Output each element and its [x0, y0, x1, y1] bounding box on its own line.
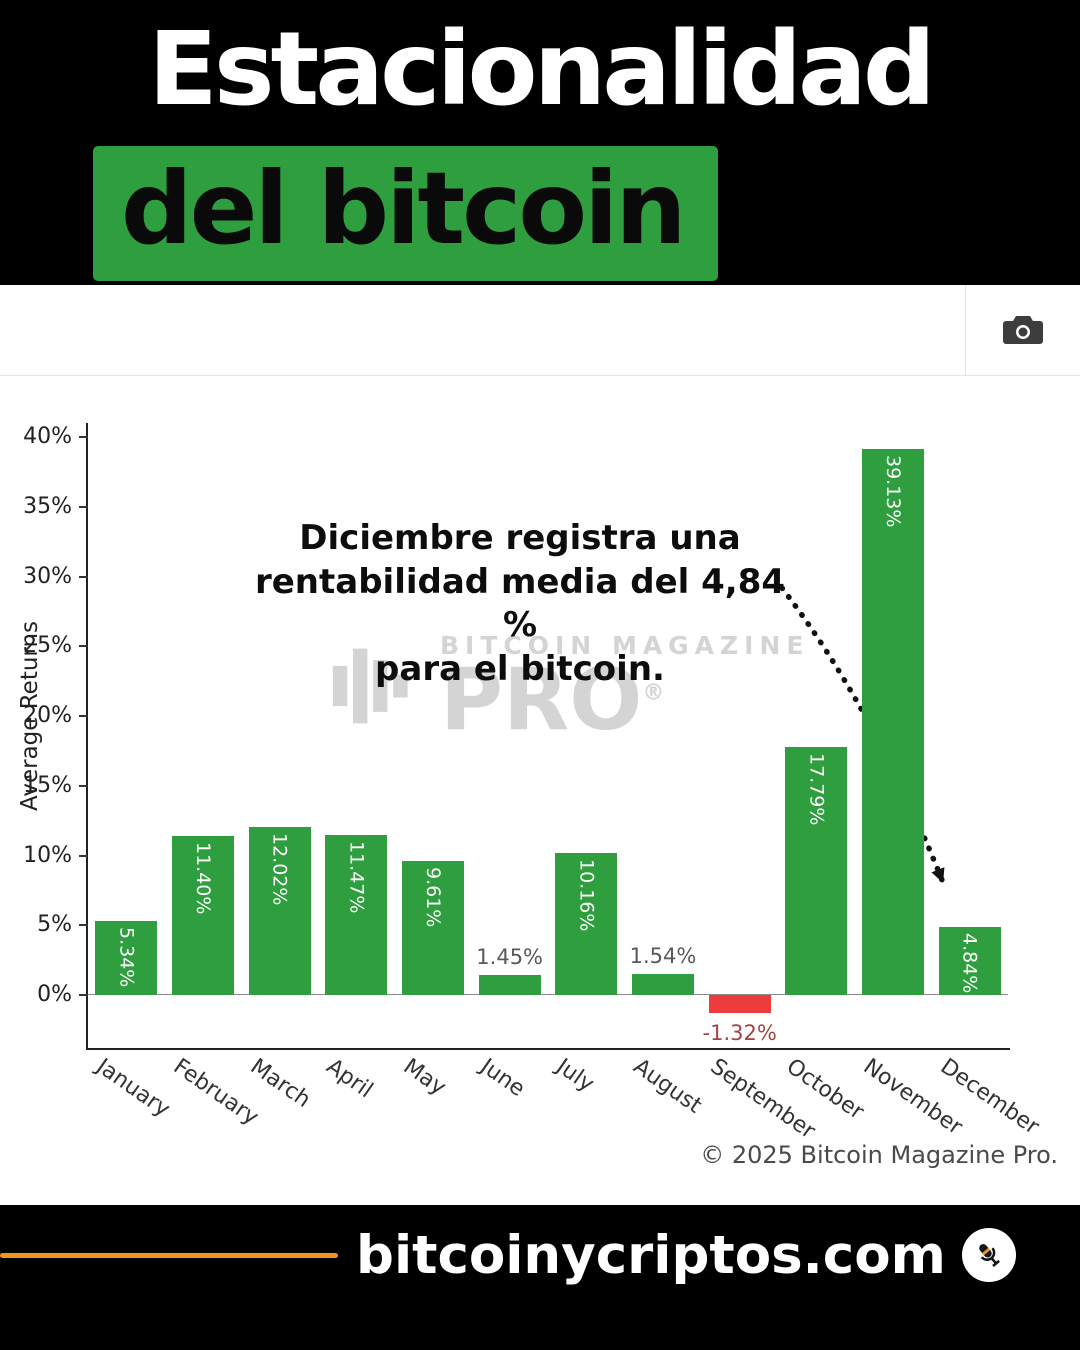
y-tick-mark [79, 575, 88, 578]
bar-value-label: 10.16% [575, 859, 598, 932]
registered-mark: ® [642, 680, 665, 706]
y-tick-mark [79, 505, 88, 508]
y-tick-label: 30% [23, 563, 72, 589]
microphone-badge [961, 1228, 1016, 1282]
y-tick-label: 0% [37, 982, 72, 1007]
bar-july: 10.16% [555, 853, 618, 995]
x-tick-label-january: January [91, 1054, 175, 1123]
bar-chart: Average Returns BITCOIN MAGAZINE PRO® Di… [0, 375, 1080, 1205]
copyright-text: © 2025 Bitcoin Magazine Pro. [700, 1141, 1058, 1169]
bar-value-label: 4.84% [958, 933, 981, 994]
bar-may: 9.61% [402, 860, 464, 995]
camera-icon [1003, 316, 1043, 344]
y-tick-label: 35% [23, 493, 72, 519]
bar-february: 11.40% [172, 835, 234, 995]
watermark-line-1: BITCOIN MAGAZINE [440, 631, 810, 660]
y-tick-mark [79, 924, 88, 927]
bar-value-label: -1.32% [702, 1021, 777, 1046]
watermark-text: BITCOIN MAGAZINE PRO® [440, 631, 810, 743]
x-tick-label-august: August [628, 1054, 707, 1119]
title-line-2: del bitcoin [93, 146, 718, 281]
y-tick-mark [79, 436, 88, 438]
bar-april: 11.47% [325, 834, 388, 995]
header: Estacionalidad del bitcoin [0, 0, 1080, 285]
x-tick-label-may: May [398, 1054, 451, 1101]
footer: bitcoinycriptos.com [0, 1205, 1080, 1305]
camera-button[interactable] [965, 285, 1080, 375]
watermark-line-2: PRO® [440, 657, 809, 743]
annotation-line-3: para el bitcoin. [375, 648, 665, 689]
annotation-line-1: Diciembre registra una [299, 518, 741, 558]
bar-value-label: 1.54% [629, 943, 697, 968]
bar-value-label: 1.45% [476, 944, 544, 969]
bar-value-label: 11.47% [345, 840, 368, 914]
x-tick-label-april: April [321, 1054, 378, 1104]
bar-value-label: 5.34% [115, 926, 138, 987]
y-tick-label: 40% [23, 424, 72, 449]
footer-accent-line [0, 1252, 338, 1258]
zero-baseline [88, 994, 1008, 995]
y-axis-spine [86, 423, 88, 1050]
y-tick-mark [79, 645, 88, 648]
y-tick-label: 20% [23, 703, 72, 728]
y-tick-mark [79, 784, 88, 787]
bar-september [708, 995, 771, 1014]
bar-value-label: 39.13% [882, 455, 904, 528]
y-tick-mark [79, 994, 88, 996]
bar-june [478, 974, 541, 995]
annotation-text: Diciembre registra una rentabilidad medi… [240, 517, 800, 691]
bar-value-label: 17.79% [805, 752, 828, 826]
bar-august [632, 973, 694, 995]
bar-december: 4.84% [938, 927, 1001, 995]
watermark-pro: PRO [440, 650, 643, 750]
title-line-1: Estacionalidad [148, 10, 936, 129]
bar-october: 17.79% [785, 746, 848, 995]
chart-panel: Average Returns BITCOIN MAGAZINE PRO® Di… [0, 285, 1080, 1205]
x-tick-label-june: June [475, 1054, 529, 1102]
x-tick-label-february: February [168, 1054, 263, 1131]
bar-value-label: 11.40% [192, 841, 214, 915]
watermark-bitcoin-magazine-pro: BITCOIN MAGAZINE PRO® [330, 631, 810, 743]
microphone-icon [979, 1244, 1000, 1267]
bar-november: 39.13% [862, 449, 924, 995]
y-tick-label: 10% [23, 842, 72, 868]
y-tick-label: 5% [37, 912, 72, 938]
y-tick-mark [79, 854, 88, 857]
bar-january: 5.34% [95, 920, 158, 995]
watermark-logo-icon [332, 648, 408, 724]
bar-march: 12.02% [248, 827, 311, 995]
title-line-2-wrap: del bitcoin [93, 146, 718, 281]
site-name: bitcoinycriptos.com [356, 1224, 946, 1286]
x-axis-spine [86, 1048, 1010, 1050]
y-tick-label: 15% [23, 772, 72, 798]
bar-value-label: 9.61% [422, 866, 444, 928]
y-tick-label: 25% [23, 633, 72, 659]
x-tick-label-july: July [551, 1054, 599, 1098]
bar-value-label: 12.02% [268, 833, 291, 906]
y-tick-mark [79, 715, 88, 717]
annotation-line-2: rentabilidad media del 4,84 % [254, 561, 786, 646]
chart-toolbar [0, 285, 1080, 376]
